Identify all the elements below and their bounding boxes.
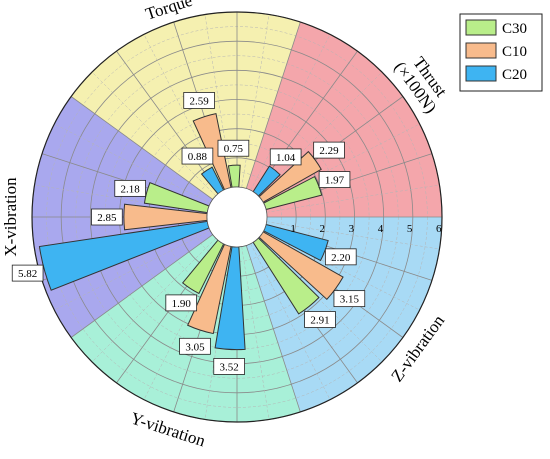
data-label-box [333, 290, 366, 308]
grid-spoke [204, 14, 233, 188]
data-label-value: 2.91 [310, 314, 329, 326]
category-label-x-vibration: X-vibration [1, 177, 20, 257]
grid-spoke [143, 34, 224, 191]
data-label-box [324, 248, 357, 266]
data-label-value: 2.85 [97, 212, 117, 224]
grid-spoke [91, 71, 216, 196]
data-label-box [114, 179, 146, 197]
outer-border [31, 11, 443, 423]
radial-tick-labels: 1 2 3 4 5 6 [290, 223, 442, 235]
legend-label-c10: C10 [502, 44, 527, 60]
grid-spoke [258, 238, 383, 363]
grid-spoke [70, 96, 213, 200]
data-label-box [217, 139, 250, 157]
data-label-value: 3.05 [185, 341, 205, 353]
grid-spoke [241, 246, 270, 420]
data-label-value: 0.75 [224, 143, 244, 155]
grid-spoke [91, 238, 216, 363]
data-label-value: 3.52 [220, 361, 239, 373]
data-label-value: 2.29 [319, 145, 339, 157]
data-label-box [181, 147, 214, 165]
sector-torque [71, 12, 301, 218]
data-label-value: 0.88 [188, 151, 208, 163]
data-label: 3.15 [333, 290, 366, 308]
data-label: 1.04 [269, 148, 302, 166]
radial-tick-6: 6 [436, 223, 442, 235]
data-label-box [318, 171, 351, 188]
radial-tick-3: 3 [349, 223, 355, 235]
grid-spoke [258, 71, 383, 196]
data-label-box [91, 208, 123, 226]
data-label-value: 1.04 [276, 152, 296, 164]
data-label-box [304, 311, 336, 328]
grid-spoke [250, 34, 331, 191]
data-label-value: 3.15 [340, 294, 360, 306]
center-circle [206, 186, 268, 248]
grid-spoke [34, 184, 208, 213]
grid-spoke [116, 50, 220, 193]
data-label-box [213, 358, 245, 375]
radial-tick-1: 1 [290, 223, 296, 235]
value-labels: 1.04 2.29 1.97 0.88 2.59 0.75 5.82 2.85 2.18 3.52… [11, 92, 366, 375]
data-label-box [11, 264, 44, 282]
data-label: 1.90 [165, 294, 198, 312]
sector-z-vibration [237, 217, 443, 412]
legend-swatch-c30 [465, 19, 497, 36]
data-label-value: 2.20 [331, 252, 351, 264]
grid-spoke [266, 184, 440, 213]
grid-spoke [250, 243, 331, 400]
data-label: 5.82 [11, 264, 44, 282]
grid-spoke [70, 234, 213, 338]
category-label-line: X-vibration [1, 177, 20, 257]
grid-spoke [54, 230, 211, 311]
data-label-box [179, 337, 211, 355]
data-label: 2.20 [324, 248, 357, 266]
radial-tick-5: 5 [407, 223, 413, 235]
legend-swatch-c20 [465, 65, 497, 82]
data-label: 1.97 [318, 171, 351, 188]
legend: C30 C10 C20 [459, 13, 543, 92]
grid-spoke [143, 243, 224, 400]
data-label-box [313, 141, 345, 159]
sector-thrust [237, 22, 442, 217]
data-label-value: 1.90 [172, 298, 192, 310]
grid-spoke [263, 230, 420, 311]
data-label: 2.59 [183, 92, 215, 109]
grid-spoke [266, 221, 440, 250]
data-label-value: 1.97 [325, 175, 345, 187]
data-label: 2.18 [114, 179, 146, 197]
data-label-box [269, 148, 302, 166]
legend-label-c20: C20 [502, 67, 527, 83]
data-label-box [183, 92, 215, 109]
grid-spoke [245, 245, 301, 413]
grid-spoke [241, 14, 270, 188]
data-label: 0.88 [181, 147, 214, 165]
data-label: 2.29 [313, 141, 345, 159]
grid-spoke [263, 123, 420, 204]
grid-spoke [54, 123, 211, 204]
legend-swatch-c10 [465, 42, 497, 59]
data-label: 0.75 [217, 139, 250, 157]
data-label: 2.85 [91, 208, 123, 226]
data-label-value: 2.18 [121, 183, 141, 195]
data-label-value: 5.82 [18, 268, 37, 280]
radial-tick-4: 4 [378, 223, 384, 235]
sector-backgrounds [32, 12, 443, 422]
data-label-box [165, 294, 198, 312]
radial-tick-2: 2 [319, 223, 325, 235]
data-label: 2.91 [304, 311, 336, 328]
data-label: 3.05 [179, 337, 211, 355]
data-label: 3.52 [213, 358, 245, 375]
center-hole [206, 186, 268, 248]
legend-label-c30: C30 [502, 21, 527, 37]
grid-spoke [245, 21, 301, 189]
data-label-value: 2.59 [190, 95, 210, 107]
